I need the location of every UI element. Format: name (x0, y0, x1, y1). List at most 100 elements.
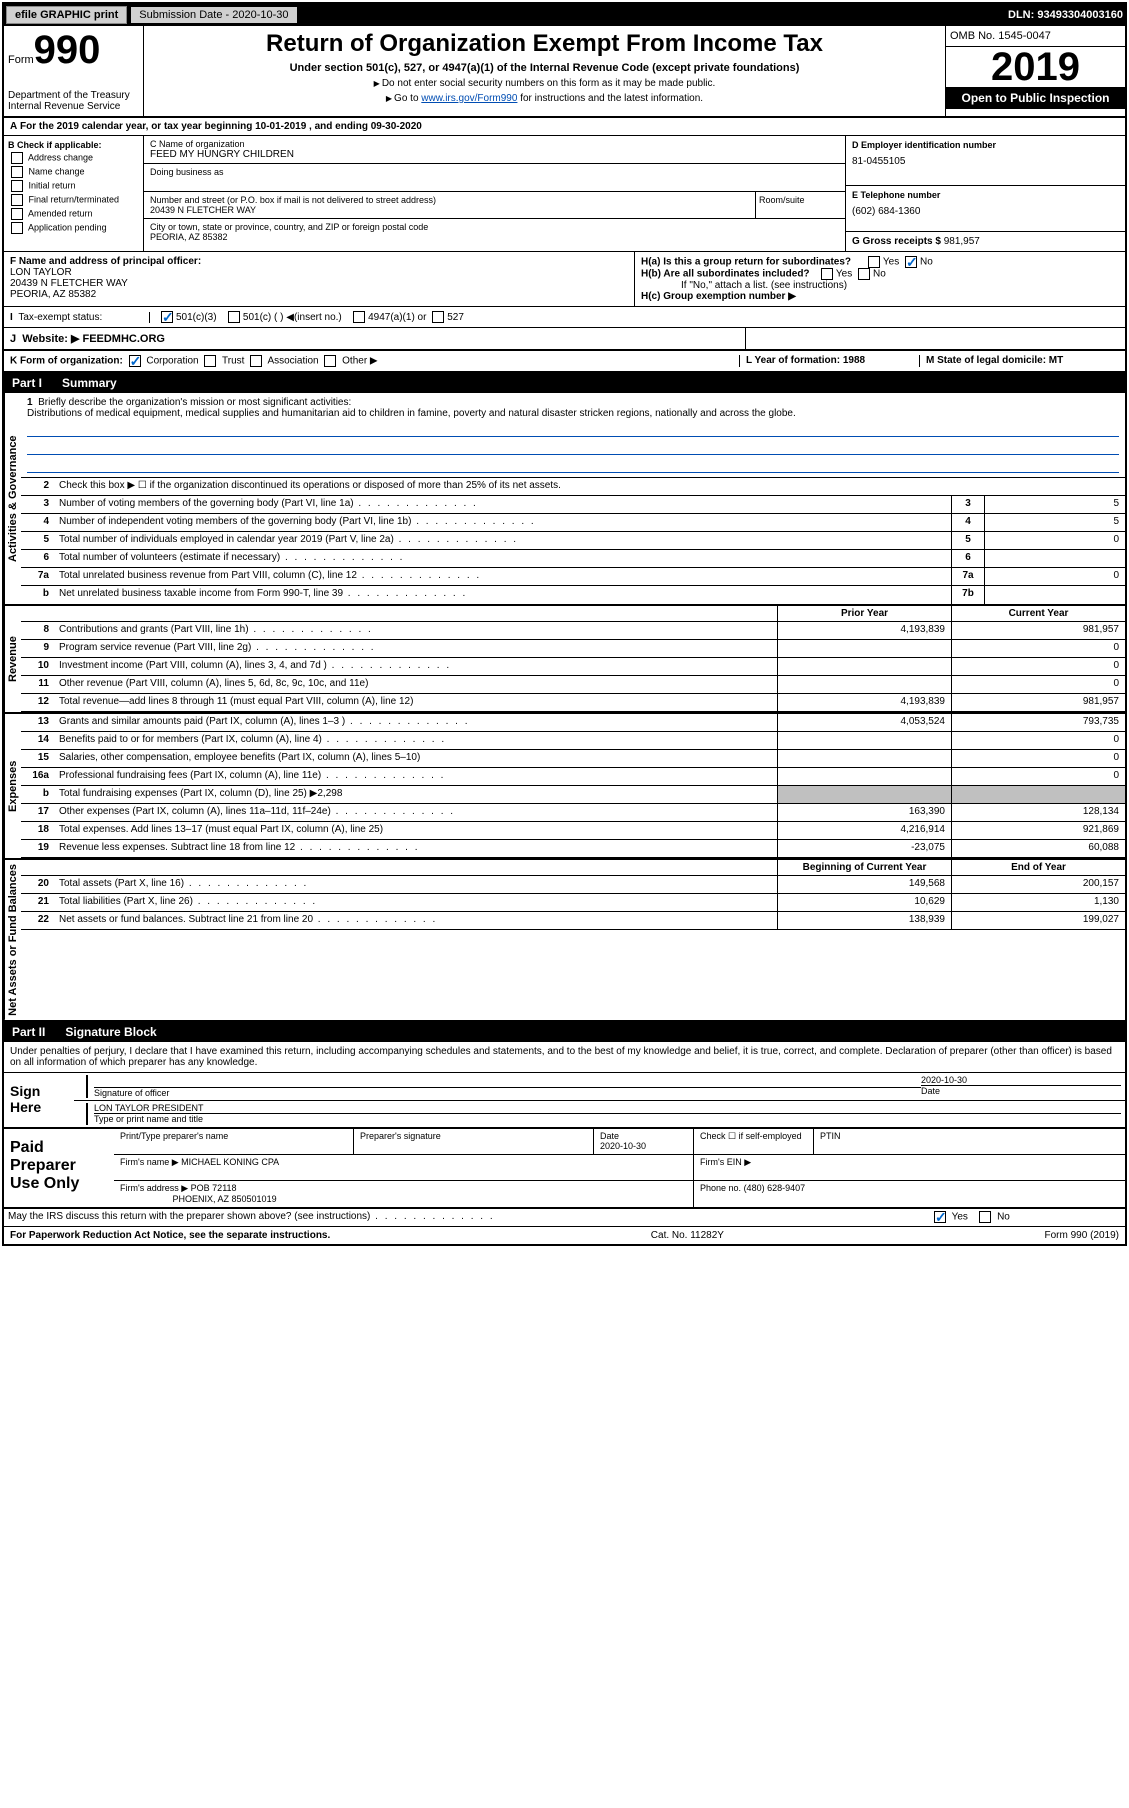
checkbox-final-return[interactable] (11, 194, 23, 206)
checkbox-address-change[interactable] (11, 152, 23, 164)
part-1-header: Part I Summary (4, 373, 1125, 393)
prior-8: 4,193,839 (777, 622, 951, 639)
firm-name: MICHAEL KONING CPA (181, 1157, 279, 1167)
checkbox-trust[interactable] (204, 355, 216, 367)
label-netassets: Net Assets or Fund Balances (4, 860, 21, 1020)
checkbox-4947[interactable] (353, 311, 365, 323)
prior-17: 163,390 (777, 804, 951, 821)
omb-number: OMB No. 1545-0047 (946, 26, 1125, 47)
section-F: F Name and address of principal officer:… (4, 252, 635, 306)
curr-12: 981,957 (951, 694, 1125, 711)
val-7b (985, 586, 1125, 604)
street-address: 20439 N FLETCHER WAY (150, 205, 749, 215)
curr-15: 0 (951, 750, 1125, 767)
curr-10: 0 (951, 658, 1125, 675)
signature-intro: Under penalties of perjury, I declare th… (4, 1042, 1125, 1073)
checkbox-501c3[interactable] (161, 311, 173, 323)
end-21: 1,130 (951, 894, 1125, 911)
checkbox-initial-return[interactable] (11, 180, 23, 192)
line-A: A For the 2019 calendar year, or tax yea… (4, 118, 1125, 136)
paid-preparer-label: Paid Preparer Use Only (4, 1129, 114, 1207)
curr-16a: 0 (951, 768, 1125, 785)
curr-8: 981,957 (951, 622, 1125, 639)
subtitle-2a: Do not enter social security numbers on … (148, 78, 941, 89)
val-5: 0 (985, 532, 1125, 549)
mission-text: Distributions of medical equipment, medi… (27, 408, 796, 419)
curr-19: 60,088 (951, 840, 1125, 857)
prior-19: -23,075 (777, 840, 951, 857)
curr-17: 128,134 (951, 804, 1125, 821)
label-governance: Activities & Governance (4, 393, 21, 604)
curr-11: 0 (951, 676, 1125, 693)
label-expenses: Expenses (4, 714, 21, 858)
prior-12: 4,193,839 (777, 694, 951, 711)
topbar: efile GRAPHIC print Submission Date - 20… (4, 4, 1125, 26)
checkbox-ha-yes[interactable] (868, 256, 880, 268)
checkbox-corp[interactable] (129, 355, 141, 367)
tax-year: 2019 (946, 47, 1125, 87)
form-number: 990 (34, 28, 101, 72)
checkbox-hb-yes[interactable] (821, 268, 833, 280)
begin-21: 10,629 (777, 894, 951, 911)
checkbox-527[interactable] (432, 311, 444, 323)
end-22: 199,027 (951, 912, 1125, 929)
val-3: 5 (985, 496, 1125, 513)
city-state-zip: PEORIA, AZ 85382 (150, 232, 839, 242)
submission-date: Submission Date - 2020-10-30 (131, 7, 296, 23)
subtitle-2b: Go to www.irs.gov/Form990 for instructio… (148, 93, 941, 104)
checkbox-amended[interactable] (11, 208, 23, 220)
firm-addr1: POB 72118 (191, 1183, 237, 1193)
val-7a: 0 (985, 568, 1125, 585)
curr-13: 793,735 (951, 714, 1125, 731)
sign-date: 2020-10-30 (921, 1075, 1121, 1085)
gross-receipts: 981,957 (944, 236, 980, 247)
begin-20: 149,568 (777, 876, 951, 893)
checkbox-hb-no[interactable] (858, 268, 870, 280)
firm-phone: (480) 628-9407 (744, 1183, 806, 1193)
firm-addr2: PHOENIX, AZ 850501019 (173, 1194, 277, 1204)
checkbox-501c[interactable] (228, 311, 240, 323)
checkbox-discuss-yes[interactable] (934, 1211, 946, 1223)
checkbox-other[interactable] (324, 355, 336, 367)
checkbox-assoc[interactable] (250, 355, 262, 367)
form-header: Form990 Department of the Treasury Inter… (4, 26, 1125, 118)
subtitle-1: Under section 501(c), 527, or 4947(a)(1)… (148, 62, 941, 74)
org-name: FEED MY HUNGRY CHILDREN (150, 149, 839, 160)
prep-date: 2020-10-30 (600, 1141, 646, 1151)
open-to-public: Open to Public Inspection (946, 87, 1125, 109)
website-row: J Website: ▶ FEEDMHC.ORG (4, 328, 745, 349)
section-B: B Check if applicable: Address change Na… (4, 136, 144, 251)
officer-typed-name: LON TAYLOR PRESIDENT (94, 1103, 1121, 1113)
curr-9: 0 (951, 640, 1125, 657)
section-C: C Name of organization FEED MY HUNGRY CH… (144, 136, 845, 251)
website-url: FEEDMHC.ORG (82, 333, 165, 345)
val-4: 5 (985, 514, 1125, 531)
prior-18: 4,216,914 (777, 822, 951, 839)
form-label: Form (8, 54, 34, 66)
tax-exempt-row: I Tax-exempt status: 501(c)(3) 501(c) ( … (4, 307, 1125, 328)
curr-14: 0 (951, 732, 1125, 749)
dln: DLN: 93493304003160 (1008, 9, 1123, 21)
checkbox-discuss-no[interactable] (979, 1211, 991, 1223)
officer-name: LON TAYLOR (10, 267, 72, 278)
part-2-header: Part II Signature Block (4, 1022, 1125, 1042)
row-K: K Form of organization: Corporation Trus… (4, 351, 1125, 373)
form990-link[interactable]: www.irs.gov/Form990 (421, 93, 517, 104)
telephone: (602) 684-1360 (852, 206, 1119, 217)
end-20: 200,157 (951, 876, 1125, 893)
val-6 (985, 550, 1125, 567)
section-H: H(a) Is this a group return for subordin… (635, 252, 1125, 306)
sign-here-label: Sign Here (4, 1073, 74, 1127)
prior-13: 4,053,524 (777, 714, 951, 731)
label-revenue: Revenue (4, 606, 21, 712)
efile-print-button[interactable]: efile GRAPHIC print (6, 6, 127, 24)
ein: 81-0455105 (852, 156, 1119, 167)
department: Department of the Treasury Internal Reve… (8, 90, 139, 112)
form-title: Return of Organization Exempt From Incom… (148, 30, 941, 58)
begin-22: 138,939 (777, 912, 951, 929)
footer: For Paperwork Reduction Act Notice, see … (4, 1227, 1125, 1244)
checkbox-pending[interactable] (11, 222, 23, 234)
curr-18: 921,869 (951, 822, 1125, 839)
checkbox-ha-no[interactable] (905, 256, 917, 268)
checkbox-name-change[interactable] (11, 166, 23, 178)
